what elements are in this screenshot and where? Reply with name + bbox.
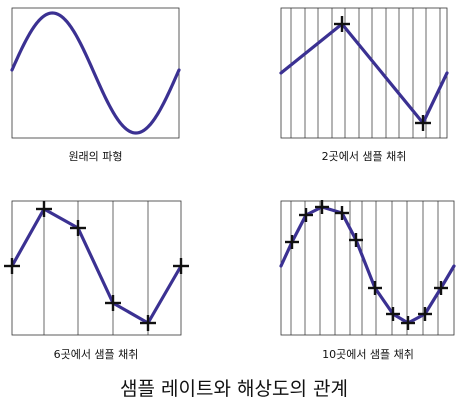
sample-point-marker xyxy=(335,206,349,220)
sample-point-marker xyxy=(173,258,189,274)
sample-point-marker xyxy=(315,200,329,214)
sample-6-markers xyxy=(4,201,189,331)
sample-point-marker xyxy=(334,16,350,32)
sample-point-marker xyxy=(401,316,415,330)
sample-point-marker xyxy=(386,307,400,321)
sample-point-marker xyxy=(105,295,121,311)
figure-title: 샘플 레이트와 해상도의 관계 xyxy=(120,378,348,400)
caption-sample-6: 6곳에서 샘플 채취 xyxy=(54,348,139,361)
sample-2-waveform xyxy=(279,22,449,125)
sample-point-marker xyxy=(36,201,52,217)
original-waveform xyxy=(10,11,181,135)
sample-point-marker xyxy=(368,281,382,295)
panel-sample-6: 6곳에서 샘플 채취 xyxy=(4,200,189,361)
sample-2-markers xyxy=(334,16,431,131)
sample-10-markers xyxy=(285,200,448,330)
sample-point-marker xyxy=(418,307,432,321)
sample-point-marker xyxy=(4,258,20,274)
panel-original: 원래의 파형 xyxy=(10,7,181,163)
sample-point-marker xyxy=(415,115,431,131)
sample-point-marker xyxy=(70,220,86,236)
sample-point-marker xyxy=(434,281,448,295)
sample-point-marker xyxy=(299,208,313,222)
panel-sample-10-grid xyxy=(290,201,439,335)
sample-point-marker xyxy=(349,233,363,247)
sample-point-marker xyxy=(140,315,156,331)
sample-10-waveform xyxy=(279,205,456,325)
caption-original: 원래의 파형 xyxy=(68,150,122,163)
sample-point-marker xyxy=(285,235,299,249)
panel-sample-2: 2곳에서 샘플 채취 xyxy=(279,7,449,163)
caption-sample-10: 10곳에서 샘플 채취 xyxy=(322,348,414,361)
sample-6-waveform xyxy=(10,207,183,325)
caption-sample-2: 2곳에서 샘플 채취 xyxy=(322,150,407,163)
panel-sample-10: 10곳에서 샘플 채취 xyxy=(279,200,456,361)
